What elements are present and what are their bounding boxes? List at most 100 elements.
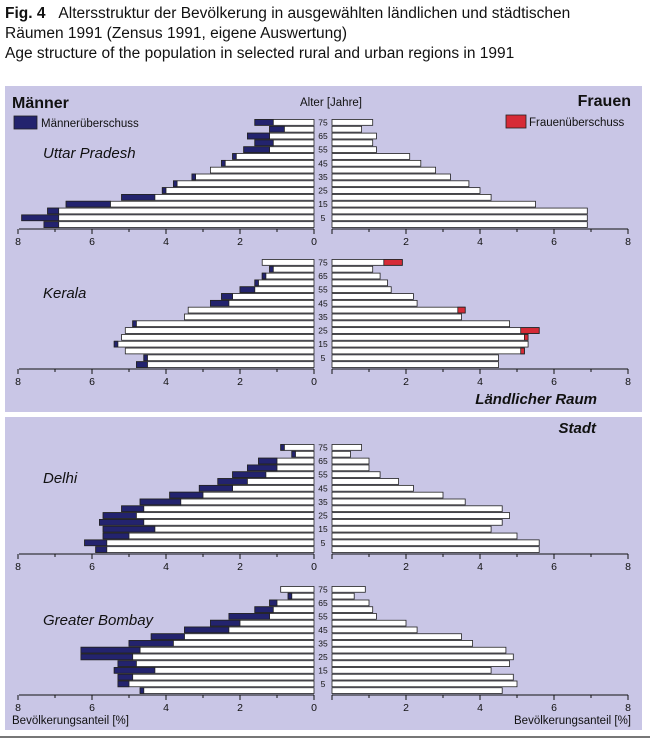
bar-women-delhi <box>331 450 351 458</box>
pyramid-kerala: Kerala 5 15 25 35 45 55 65 75 8 6 4 2 0 2 4 6 8 <box>15 257 631 388</box>
bar-men-kerala <box>261 272 315 280</box>
bar-women-greater-bombay <box>331 660 511 667</box>
bar-women-delhi <box>331 512 511 519</box>
bar-women-greater-bombay <box>331 592 355 600</box>
bar-women-surplus-kerala <box>383 259 403 266</box>
bar-women-greater-bombay <box>331 633 462 640</box>
bar-men-surplus-greater-bombay <box>128 640 174 647</box>
bar-men-surplus-delhi <box>102 532 130 540</box>
x-tick-label: 2 <box>403 376 409 388</box>
bar-women-greater-bombay <box>331 640 474 647</box>
age-tick-label: 55 <box>318 470 328 480</box>
bar-women-delhi <box>331 478 399 485</box>
x-tick-label: 8 <box>15 561 21 573</box>
region-title-kerala: Kerala <box>43 285 86 302</box>
x-axis-label-men: Bevölkerungsanteil [%] <box>12 715 129 727</box>
age-tick-label: 15 <box>318 339 328 349</box>
bar-men-surplus-uttar-pradesh <box>47 207 60 215</box>
bar-men-surplus-greater-bombay <box>150 633 185 640</box>
bar-women-surplus-kerala <box>524 334 529 341</box>
region-title-greater-bombay: Greater Bombay <box>43 612 155 629</box>
bar-men-surplus-uttar-pradesh <box>246 132 270 140</box>
region-label-rural: Ländlicher Raum <box>475 391 597 408</box>
caption-line-1: Fig. 4 Altersstruktur der Bevölkerung in… <box>5 4 645 24</box>
age-tick-label: 65 <box>318 456 328 466</box>
bar-women-delhi <box>331 491 444 499</box>
bar-men-delhi <box>84 539 315 547</box>
bar-men-surplus-greater-bombay <box>80 646 141 654</box>
bar-men-surplus-delhi <box>217 478 248 485</box>
bar-women-surplus-kerala <box>520 327 540 334</box>
bar-women-greater-bombay <box>331 586 366 593</box>
bar-men-kerala <box>261 259 315 266</box>
x-tick-label: 6 <box>89 236 95 248</box>
bar-men-kerala <box>124 347 315 355</box>
bar-men-kerala <box>132 320 315 328</box>
age-tick-label: 35 <box>318 312 328 322</box>
caption-german-title: Altersstruktur der Bevölkerung in ausgew… <box>58 5 571 22</box>
bar-women-greater-bombay <box>331 667 492 674</box>
urban-panel: Stadt Bevölkerungsanteil [%] Bevölkerung… <box>5 417 642 730</box>
bar-men-kerala <box>143 354 315 362</box>
bar-men-surplus-delhi <box>84 539 108 547</box>
bar-women-delhi <box>331 539 540 547</box>
age-tick-label: 25 <box>318 186 328 196</box>
x-tick-label: 2 <box>403 236 409 248</box>
age-tick-label: 55 <box>318 611 328 621</box>
bar-men-kerala <box>184 313 315 321</box>
bar-men-surplus-uttar-pradesh <box>232 153 237 160</box>
age-tick-label: 5 <box>321 679 326 689</box>
bar-women-greater-bombay <box>331 680 518 688</box>
figure-number: Fig. 4 <box>5 5 46 22</box>
bar-women-uttar-pradesh <box>331 187 481 194</box>
bar-men-delhi <box>102 532 315 540</box>
age-tick-label: 5 <box>321 353 326 363</box>
age-tick-label: 45 <box>318 298 328 308</box>
bar-women-delhi <box>331 546 540 553</box>
bar-men-uttar-pradesh <box>191 173 315 181</box>
age-tick-label: 45 <box>318 625 328 635</box>
bottom-rule <box>0 736 650 738</box>
bar-men-surplus-delhi <box>102 512 137 519</box>
x-tick-label: 2 <box>237 702 243 714</box>
age-tick-label: 75 <box>318 442 328 452</box>
bar-men-surplus-greater-bombay <box>80 653 134 661</box>
bar-men-surplus-greater-bombay <box>117 680 130 688</box>
bar-women-uttar-pradesh <box>331 119 374 126</box>
bar-women-greater-bombay <box>331 606 374 613</box>
bar-men-surplus-greater-bombay <box>269 599 278 607</box>
age-tick-label: 65 <box>318 271 328 281</box>
x-tick-label: 2 <box>237 236 243 248</box>
urban-panel-svg: Stadt Bevölkerungsanteil [%] Bevölkerung… <box>12 420 631 727</box>
x-tick-label: 2 <box>403 561 409 573</box>
bar-women-uttar-pradesh <box>331 153 411 160</box>
x-tick-label: 6 <box>551 376 557 388</box>
age-tick-label: 55 <box>318 285 328 295</box>
bar-men-surplus-uttar-pradesh <box>191 173 196 181</box>
bar-women-delhi <box>331 471 381 478</box>
x-tick-label: 8 <box>15 376 21 388</box>
bar-men-surplus-uttar-pradesh <box>65 200 111 208</box>
bar-women-greater-bombay <box>331 599 370 607</box>
age-tick-label: 75 <box>318 117 328 127</box>
bar-women-delhi <box>331 444 363 451</box>
caption-line-2: Räumen 1991 (Zensus 1991, eigene Auswert… <box>5 25 348 42</box>
bar-women-greater-bombay <box>331 619 407 627</box>
bar-women-greater-bombay <box>331 653 514 661</box>
bar-men-delhi <box>280 444 315 451</box>
x-tick-label: 4 <box>163 236 169 248</box>
bar-men-surplus-uttar-pradesh <box>221 159 226 167</box>
bar-women-kerala <box>331 286 392 293</box>
bar-women-uttar-pradesh <box>331 207 588 215</box>
bar-women-kerala <box>331 279 388 287</box>
bar-men-kerala <box>124 327 315 334</box>
age-axis-label: Alter [Jahre] <box>300 97 362 109</box>
bar-men-uttar-pradesh <box>232 153 315 160</box>
x-tick-label: 6 <box>89 376 95 388</box>
x-tick-label: 6 <box>551 702 557 714</box>
bar-men-uttar-pradesh <box>21 214 315 222</box>
bar-women-greater-bombay <box>331 687 503 694</box>
age-tick-label: 25 <box>318 652 328 662</box>
age-tick-label: 15 <box>318 199 328 209</box>
label-women: Frauen <box>578 93 631 110</box>
